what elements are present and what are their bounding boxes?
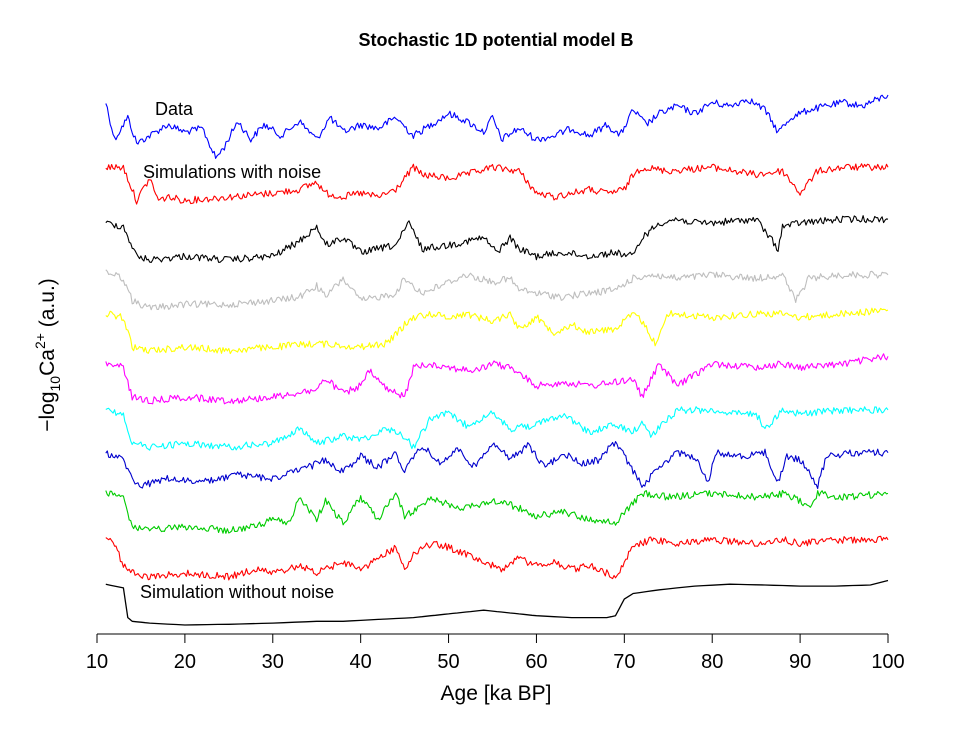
y-axis-label-sub: 10 xyxy=(47,376,63,392)
x-tick-label-20: 20 xyxy=(174,651,196,673)
series-layer xyxy=(105,94,889,626)
series-line-11 xyxy=(105,579,889,626)
series-line-6 xyxy=(105,353,889,405)
series-line-1 xyxy=(105,94,889,159)
series-line-9 xyxy=(105,489,889,534)
x-axis: 10 20 30 40 50 60 70 80 90 100 xyxy=(86,633,905,673)
chart-title: Stochastic 1D potential model B xyxy=(358,30,633,50)
series-line-5 xyxy=(105,307,889,355)
x-tick-label-10: 10 xyxy=(86,651,108,673)
series-line-8 xyxy=(105,441,889,490)
x-axis-label: Age [ka BP] xyxy=(441,682,552,705)
x-tick-label-60: 60 xyxy=(525,651,547,673)
annotation-simulations-with-noise: Simulations with noise xyxy=(143,162,321,182)
x-tick-label-80: 80 xyxy=(701,651,723,673)
x-ticks: 10 20 30 40 50 60 70 80 90 100 xyxy=(86,634,905,673)
y-axis-label-sup: 2+ xyxy=(32,333,48,349)
x-tick-label-50: 50 xyxy=(437,651,459,673)
x-tick-label-100: 100 xyxy=(871,651,904,673)
series-line-3 xyxy=(105,215,889,263)
series-line-4 xyxy=(105,269,889,311)
annotation-data: Data xyxy=(155,99,194,119)
x-tick-label-90: 90 xyxy=(789,651,811,673)
x-tick-label-30: 30 xyxy=(262,651,284,673)
x-tick-label-70: 70 xyxy=(613,651,635,673)
y-axis-label-prefix: −log xyxy=(36,391,59,431)
x-tick-label-40: 40 xyxy=(350,651,372,673)
y-axis-label-suffix: (a.u.) xyxy=(36,278,59,333)
annotation-simulation-without-noise: Simulation without noise xyxy=(140,582,334,602)
y-axis-label: −log10Ca2+ (a.u.) xyxy=(32,278,63,432)
y-axis-label-base: Ca xyxy=(36,349,59,376)
series-line-2 xyxy=(105,163,889,205)
series-line-7 xyxy=(105,406,889,451)
series-line-10 xyxy=(105,535,889,581)
